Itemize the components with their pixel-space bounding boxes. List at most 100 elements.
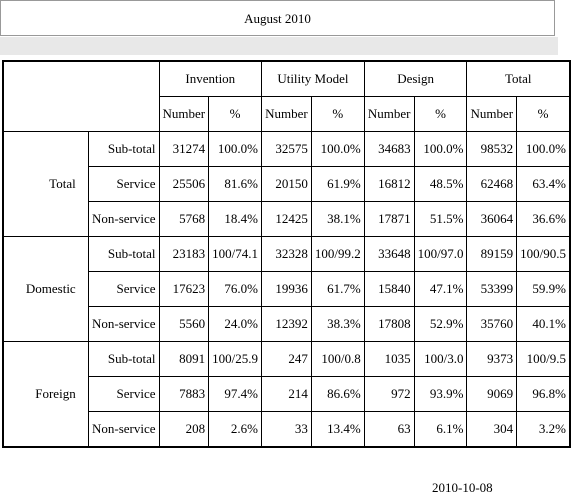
table-cell: 100/9.5	[516, 341, 571, 377]
subcolumn-header: %	[310, 96, 365, 132]
table-cell: 31274	[158, 131, 210, 167]
table-cell: 15840	[363, 271, 415, 307]
table-cell: 100.0%	[208, 131, 263, 167]
table-row: Total Sub-total 31274 100.0% 32575 100.0% 3468…	[2, 131, 571, 237]
table-cell: 1035	[363, 341, 415, 377]
row-label: Service	[87, 376, 160, 412]
table-cell: 16812	[363, 166, 415, 202]
table-cell: 98532	[466, 131, 518, 167]
table-row: Service 7883 97.4% 214 86.6% 972 93.9% 9069 96.8…	[3, 376, 571, 412]
column-header: Invention	[158, 60, 263, 97]
table-cell: 100.0%	[413, 131, 468, 167]
table-cell: 38.3%	[310, 306, 365, 342]
row-label: Sub-total	[87, 341, 160, 377]
table-cell: 9069	[466, 376, 518, 412]
table-cell: 208	[158, 411, 210, 448]
table-row: Invention Utility Model Design Total	[2, 60, 571, 132]
table-cell: 47.1%	[413, 271, 468, 307]
table-cell: 34683	[363, 131, 415, 167]
table-cell: 17623	[158, 271, 210, 307]
subcolumn-header: Number	[363, 96, 415, 132]
table-row: Non-service 208 2.6% 33 13.4% 63 6.1% 304 3.2%	[3, 411, 571, 448]
table-cell: 100.0%	[310, 131, 365, 167]
table-cell: 61.7%	[310, 271, 365, 307]
row-label: Service	[87, 166, 160, 202]
table-cell: 5560	[158, 306, 210, 342]
group-label: Foreign	[2, 341, 89, 448]
row-label: Sub-total	[87, 131, 160, 167]
table-cell: 24.0%	[208, 306, 263, 342]
date: 2010-10-08	[432, 480, 493, 495]
table-cell: 972	[363, 376, 415, 412]
table-cell: 23183	[158, 236, 210, 272]
table-cell: 7883	[158, 376, 210, 412]
table-cell: 81.6%	[208, 166, 263, 202]
table-cell: 18.4%	[208, 201, 263, 237]
data-table: Invention Utility Model Design Total Number%…	[2, 60, 571, 448]
table-cell: 100/99.2	[310, 236, 365, 272]
row-label: Non-service	[87, 306, 160, 342]
table-cell: 51.5%	[413, 201, 468, 237]
subcolumn-header: Number	[261, 96, 312, 132]
table-cell: 96.8%	[516, 376, 571, 412]
table-cell: 25506	[158, 166, 210, 202]
table-cell: 13.4%	[310, 411, 365, 448]
table-cell: 100/74.1	[208, 236, 263, 272]
table-cell: 38.1%	[310, 201, 365, 237]
table-cell: 35760	[466, 306, 518, 342]
table-cell: 32328	[261, 236, 312, 272]
row-label: Service	[87, 271, 160, 307]
column-header: Total	[466, 60, 571, 97]
table-cell: 2.6%	[208, 411, 263, 448]
table-cell: 247	[261, 341, 312, 377]
table-cell: 100/90.5	[516, 236, 571, 272]
row-label: Non-service	[87, 201, 160, 237]
table-cell: 20150	[261, 166, 312, 202]
table-cell: 19936	[261, 271, 312, 307]
table-cell: 36.6%	[516, 201, 571, 237]
column-header: Utility Model	[261, 60, 365, 97]
table-cell: 3.2%	[516, 411, 571, 448]
table-cell: 93.9%	[413, 376, 468, 412]
table-row: Service 17623 76.0% 19936 61.7% 15840 47.1% 533…	[3, 271, 571, 307]
group-label: Total	[2, 131, 89, 237]
table-cell: 76.0%	[208, 271, 263, 307]
table-cell: 63.4%	[516, 166, 571, 202]
subcolumn-header: %	[413, 96, 468, 132]
table-cell: 100/97.0	[413, 236, 468, 272]
subcolumn-header: Number	[466, 96, 518, 132]
row-label: Sub-total	[87, 236, 160, 272]
table-cell: 100/3.0	[413, 341, 468, 377]
table-row: Service 25506 81.6% 20150 61.9% 16812 48.5% 624…	[3, 166, 571, 202]
table-cell: 63	[363, 411, 415, 448]
table-row: Non-service 5560 24.0% 12392 38.3% 17808 52.9%…	[3, 306, 571, 342]
corner-cell	[2, 60, 160, 132]
table-cell: 36064	[466, 201, 518, 237]
table-cell: 304	[466, 411, 518, 448]
row-label: Non-service	[87, 411, 160, 448]
table-cell: 59.9%	[516, 271, 571, 307]
group-label: Domestic	[2, 236, 89, 342]
subcolumn-header: %	[516, 96, 571, 132]
strip	[0, 37, 558, 55]
table-cell: 53399	[466, 271, 518, 307]
table-row: Domestic Sub-total 23183 100/74.1 32328 100/9…	[2, 236, 571, 342]
table-cell: 48.5%	[413, 166, 468, 202]
table-cell: 5768	[158, 201, 210, 237]
table-cell: 40.1%	[516, 306, 571, 342]
table-cell: 8091	[158, 341, 210, 377]
table-cell: 100/25.9	[208, 341, 263, 377]
table-cell: 100/0.8	[310, 341, 365, 377]
table-row: Non-service 5768 18.4% 12425 38.1% 17871 51.5%…	[3, 201, 571, 237]
table-cell: 62468	[466, 166, 518, 202]
table-cell: 17871	[363, 201, 415, 237]
column-header: Design	[363, 60, 468, 97]
table-cell: 33	[261, 411, 312, 448]
table-row: Foreign Sub-total 8091 100/25.9 247 100/0.8 10…	[2, 341, 571, 448]
subcolumn-header: Number	[158, 96, 210, 132]
table-cell: 33648	[363, 236, 415, 272]
table-cell: 9373	[466, 341, 518, 377]
table-cell: 89159	[466, 236, 518, 272]
table-cell: 32575	[261, 131, 312, 167]
table-cell: 12425	[261, 201, 312, 237]
